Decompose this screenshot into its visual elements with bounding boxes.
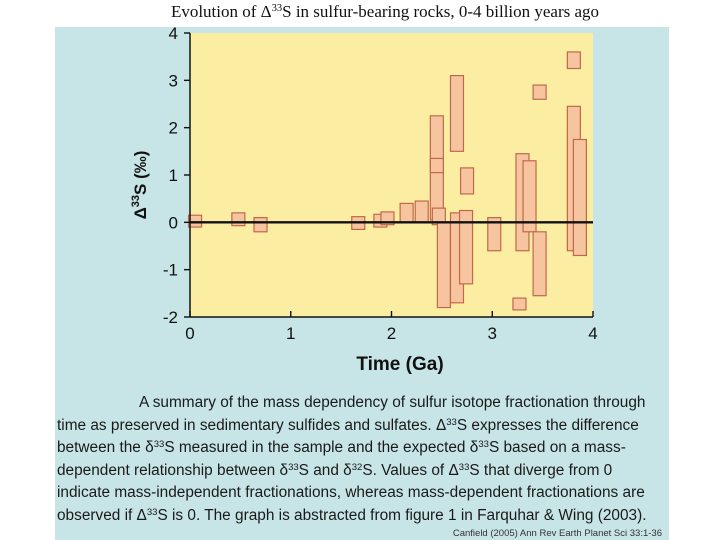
range-box	[532, 84, 547, 100]
caption-line: indicate mass-independent fractionations…	[57, 484, 645, 502]
y-tick-label: 3	[169, 71, 178, 90]
range-box	[532, 231, 547, 297]
range-box	[566, 51, 581, 70]
x-tick-label: 3	[488, 324, 497, 343]
range-box	[429, 157, 444, 174]
figure-credit: Canfield (2005) Ann Rev Earth Planet Sci…	[452, 528, 662, 539]
y-tick-label: 4	[169, 24, 178, 43]
caption-line: A summary of the mass dependency of sulf…	[139, 394, 646, 411]
y-tick-label: 2	[169, 119, 178, 138]
y-axis-label: Δ33S (‰)	[130, 151, 150, 220]
range-box	[253, 217, 268, 233]
caption-line: between the δ33S measured in the sample …	[57, 438, 626, 457]
range-box	[399, 202, 414, 223]
x-axis-label: Time (Ga)	[356, 354, 443, 375]
range-box	[487, 217, 502, 252]
range-box	[522, 160, 537, 233]
page-title: Evolution of Δ33S in sulfur-bearing rock…	[170, 2, 600, 21]
x-tick-label: 1	[286, 324, 295, 343]
range-box	[458, 209, 474, 285]
range-box	[436, 221, 451, 309]
range-box	[512, 297, 527, 311]
figure-caption: A summary of the mass dependency of sulf…	[57, 392, 664, 528]
y-tick-label: -2	[163, 308, 178, 327]
range-box	[449, 74, 465, 152]
y-tick-label: -1	[163, 261, 178, 280]
range-box	[231, 212, 246, 227]
range-box	[572, 138, 588, 257]
y-tick-label: 1	[169, 166, 178, 185]
x-tick-label: 4	[588, 324, 597, 343]
x-tick-label: 0	[185, 324, 194, 343]
caption-line: dependent relationship between δ33S and …	[57, 461, 613, 479]
axes: -2 -1 0 1 2 3 4 0 1 2 3 4	[163, 24, 598, 343]
range-box	[414, 200, 429, 223]
y-tick-label: 0	[169, 213, 178, 232]
caption-line: time as preserved in sedimentary sulfide…	[57, 416, 639, 434]
x-tick-label: 2	[387, 324, 396, 343]
range-box	[459, 167, 475, 195]
caption-line: observed if Δ33S is 0. The graph is abst…	[57, 506, 647, 524]
